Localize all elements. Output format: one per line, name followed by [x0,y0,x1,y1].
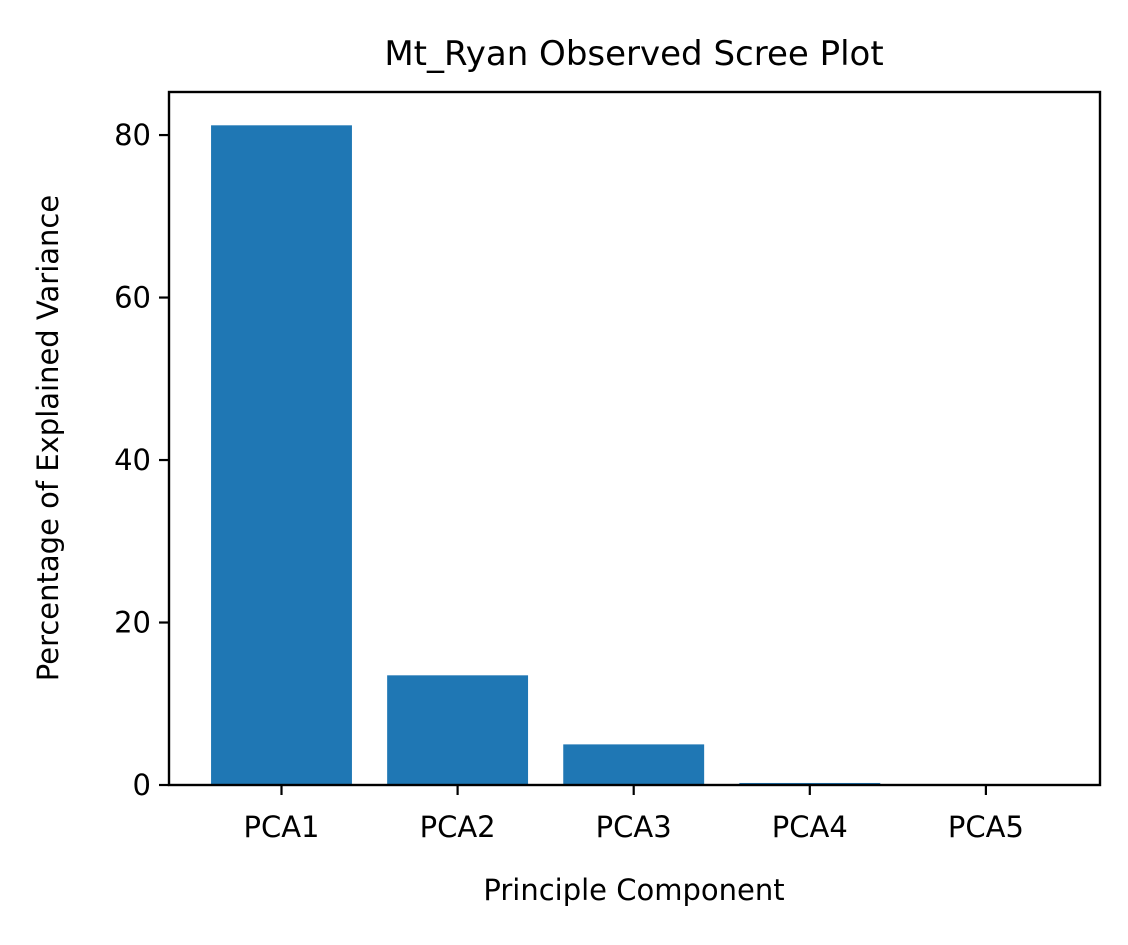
chart-title: Mt_Ryan Observed Scree Plot [384,34,883,74]
x-tick-label: PCA1 [243,810,319,844]
x-tick-label: PCA3 [596,810,672,844]
bar-pca1 [211,125,352,785]
y-tick-label: 20 [114,606,151,640]
bar-pca2 [387,675,528,785]
y-tick-label: 0 [133,768,151,802]
y-tick-label: 80 [114,118,151,152]
x-axis-label: Principle Component [483,873,784,907]
bars-layer [211,125,1056,785]
y-axis-label: Percentage of Explained Variance [31,195,65,681]
x-tick-label: PCA2 [420,810,496,844]
x-tick-label: PCA4 [772,810,848,844]
bar-pca3 [563,744,704,785]
y-tick-label: 60 [114,281,151,315]
x-axis: PCA1 PCA2 PCA3 PCA4 PCA5 [243,785,1023,844]
x-tick-label: PCA5 [948,810,1024,844]
y-axis: 0 20 40 60 80 [114,118,169,802]
y-tick-label: 40 [114,443,151,477]
